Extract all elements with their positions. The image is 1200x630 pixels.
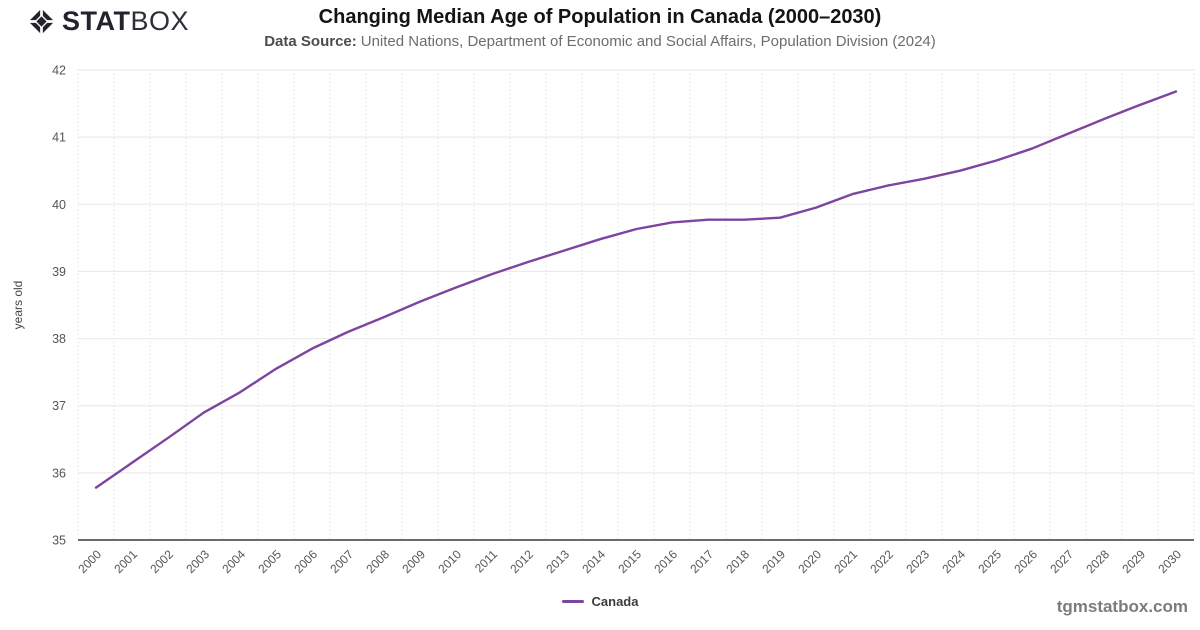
legend-line-swatch	[561, 600, 584, 603]
data-source-label: Data Source:	[264, 33, 357, 50]
x-tick-label: 2026	[1011, 547, 1040, 576]
series-line-canada	[94, 90, 1178, 489]
header-titles: Changing Median Age of Population in Can…	[0, 6, 1200, 50]
x-tick-label: 2001	[111, 547, 140, 576]
x-tick-label: 2014	[579, 547, 608, 576]
y-tick-label: 40	[52, 198, 66, 212]
x-tick-label: 2006	[291, 547, 320, 576]
x-tick-label: 2018	[723, 547, 752, 576]
logo-text: STATBOX	[62, 8, 189, 35]
x-tick-label: 2000	[75, 547, 104, 576]
x-tick-label: 2005	[255, 547, 284, 576]
x-tick-label: 2023	[903, 547, 932, 576]
x-tick-label: 2009	[399, 547, 428, 576]
logo-text-stat: STAT	[62, 6, 131, 36]
y-tick-label: 35	[52, 534, 66, 548]
chart-subtitle: Data Source: United Nations, Department o…	[0, 33, 1200, 50]
x-tick-label: 2017	[687, 547, 716, 576]
y-tick-label: 39	[52, 265, 66, 279]
x-tick-label: 2007	[327, 547, 356, 576]
x-tick-label: 2027	[1047, 547, 1076, 576]
x-tick-label: 2021	[831, 547, 860, 576]
y-tick-label: 36	[52, 466, 66, 480]
x-tick-label: 2022	[867, 547, 896, 576]
x-tick-label: 2008	[363, 547, 392, 576]
y-tick-label: 38	[52, 332, 66, 346]
statbox-logo: STATBOX	[28, 8, 189, 35]
x-tick-label: 2019	[759, 547, 788, 576]
x-tick-label: 2016	[651, 547, 680, 576]
x-tick-label: 2004	[219, 547, 248, 576]
diamond-gem-icon	[28, 8, 55, 35]
website-watermark: tgmstatbox.com	[1056, 597, 1188, 616]
x-tick-label: 2020	[795, 547, 824, 576]
x-tick-label: 2028	[1083, 547, 1112, 576]
x-tick-label: 2011	[472, 547, 500, 575]
chart-legend: Canada	[0, 594, 1200, 609]
x-tick-label: 2024	[939, 547, 968, 576]
y-tick-label: 42	[52, 64, 66, 78]
y-tick-label: 37	[52, 399, 66, 413]
y-tick-label: 41	[52, 131, 66, 145]
legend-label-canada: Canada	[591, 594, 639, 609]
x-tick-label: 2025	[975, 547, 1004, 576]
chart-title: Changing Median Age of Population in Can…	[318, 6, 882, 28]
median-age-line-chart: 35 36 37 38 39 40 41 42 2000 2001 2002 2003 2004 2005…	[11, 64, 1195, 576]
x-tick-label: 2013	[543, 547, 572, 576]
data-source-text: United Nations, Department of Economic a…	[360, 33, 936, 50]
x-tick-label: 2015	[615, 547, 644, 576]
logo-text-box: BOX	[130, 6, 190, 36]
x-tick-label: 2029	[1119, 547, 1148, 576]
x-tick-label: 2003	[183, 547, 212, 576]
y-axis-title: years old	[11, 281, 25, 330]
x-tick-label: 2012	[507, 547, 536, 576]
x-tick-label: 2010	[435, 547, 464, 576]
x-tick-label: 2030	[1155, 547, 1184, 576]
x-tick-label: 2002	[147, 547, 176, 576]
